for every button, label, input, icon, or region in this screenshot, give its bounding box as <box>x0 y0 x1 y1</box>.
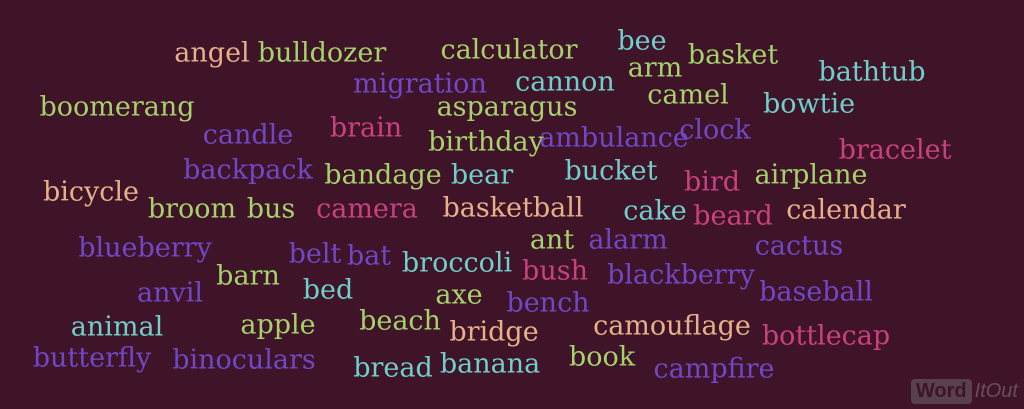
cloud-word: arm <box>627 52 683 84</box>
cloud-word: bridge <box>449 316 539 348</box>
cloud-word: basketball <box>442 192 584 224</box>
cloud-word: beach <box>359 305 441 337</box>
cloud-word: boomerang <box>39 91 195 123</box>
cloud-word: broom <box>147 193 237 225</box>
cloud-word: cannon <box>515 66 615 98</box>
cloud-word: banana <box>439 348 541 380</box>
cloud-word: bucket <box>564 155 658 187</box>
cloud-word: axe <box>435 279 483 311</box>
cloud-word: anvil <box>136 277 204 309</box>
cloud-word: bracelet <box>838 134 952 166</box>
cloud-word: bush <box>522 255 588 287</box>
cloud-word: barn <box>216 260 280 292</box>
cloud-word: bear <box>450 159 514 191</box>
wordle-logo: Word ItOut <box>910 379 1018 404</box>
cloud-word: camera <box>316 193 418 225</box>
cloud-word: migration <box>353 68 487 100</box>
cloud-word: baseball <box>759 276 873 308</box>
cloud-word: calendar <box>786 194 906 226</box>
cloud-word: cactus <box>754 230 844 262</box>
cloud-word: book <box>568 341 636 373</box>
cloud-word: ant <box>529 224 575 256</box>
cloud-word: brain <box>329 112 403 144</box>
cloud-word: bowtie <box>762 88 856 120</box>
cloud-word: binoculars <box>172 344 316 376</box>
cloud-word: beard <box>693 200 773 232</box>
cloud-word: bench <box>506 287 590 319</box>
cloud-word: belt <box>288 238 342 270</box>
cloud-word: angel <box>174 37 250 69</box>
cloud-word: animal <box>70 311 164 343</box>
cloud-word: calculator <box>440 34 578 66</box>
cloud-word: basket <box>687 39 779 71</box>
cloud-word: bathtub <box>818 56 926 88</box>
cloud-word: candle <box>202 119 294 151</box>
cloud-word: asparagus <box>436 91 578 123</box>
cloud-word: blueberry <box>78 232 212 264</box>
cloud-word: bat <box>346 240 392 272</box>
cloud-word: bottlecap <box>761 320 891 352</box>
cloud-word: ambulance <box>539 122 689 154</box>
cloud-word: bandage <box>324 159 442 191</box>
cloud-word: apple <box>240 309 316 341</box>
cloud-word: bread <box>353 352 433 384</box>
cloud-word: campfire <box>653 353 775 385</box>
cloud-word: butterfly <box>32 342 152 374</box>
cloud-word: bee <box>617 25 667 57</box>
cloud-word: birthday <box>428 126 544 158</box>
cloud-word: clock <box>679 114 751 146</box>
cloud-word: alarm <box>588 224 668 256</box>
cloud-word: camouflage <box>593 310 751 342</box>
cloud-word: bus <box>246 193 296 225</box>
cloud-word: cake <box>623 195 687 227</box>
cloud-word: blackberry <box>607 259 755 291</box>
logo-word: Word <box>910 379 972 404</box>
cloud-word: bulldozer <box>257 37 387 69</box>
cloud-word: airplane <box>754 159 868 191</box>
cloud-word: camel <box>647 79 729 111</box>
cloud-word: bed <box>302 274 354 306</box>
cloud-word: bicycle <box>42 176 140 208</box>
logo-itout: ItOut <box>974 380 1018 402</box>
cloud-word: backpack <box>183 154 313 186</box>
cloud-word: bird <box>683 166 741 198</box>
cloud-word: broccoli <box>401 247 513 279</box>
